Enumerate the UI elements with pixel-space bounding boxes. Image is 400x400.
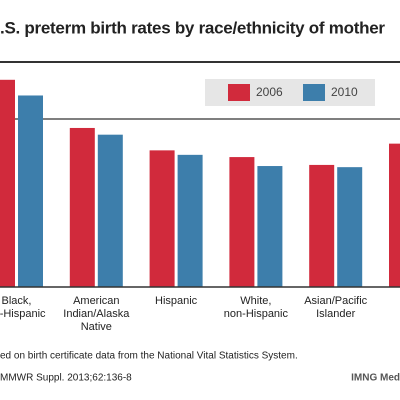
legend-label: 2010 [331, 85, 358, 99]
x-tick-label: Asian/Pacific Islander [304, 295, 367, 320]
bar [69, 127, 95, 288]
x-tick-label-line: Native [81, 321, 112, 333]
footnote: MMWR Suppl. 2013;62:136-8 [0, 373, 132, 384]
bar [18, 95, 43, 287]
bar [389, 143, 400, 287]
x-tick-label: Black,on-Hispanic [0, 295, 46, 320]
bar [257, 166, 283, 287]
x-tick-label-line: American [73, 295, 119, 307]
x-tick-label-line: Islander [316, 308, 355, 320]
bar [177, 154, 203, 287]
footnote: ed on birth certificate data from the Na… [0, 351, 298, 362]
bar [97, 134, 123, 287]
x-tick-label: White, non-Hispanic [224, 295, 289, 320]
x-tick-label-line: non-Hispanic [224, 308, 289, 320]
bar [309, 164, 335, 287]
bar [337, 167, 363, 287]
credit: IMNG Med [351, 373, 400, 384]
legend-label: 2006 [256, 85, 283, 99]
bar [229, 157, 255, 287]
bar [0, 79, 15, 287]
x-tick-label: Hispanic [155, 295, 198, 307]
x-tick-label-line: Indian/Alaska [63, 308, 130, 320]
legend-swatch [228, 84, 250, 101]
x-tick-label-line: White, [240, 295, 271, 307]
x-tick-label-line: Black, [2, 295, 32, 307]
x-tick-label-line: on-Hispanic [0, 308, 46, 320]
x-tick-label: American Indian/Alaska Native [63, 295, 130, 333]
x-tick-label-line: Hispanic [155, 295, 198, 307]
bar [149, 150, 175, 287]
chart-title: .S. preterm birth rates by race/ethnicit… [0, 18, 385, 37]
legend-swatch [303, 84, 325, 101]
x-tick-label-line: Asian/Pacific [304, 295, 367, 307]
